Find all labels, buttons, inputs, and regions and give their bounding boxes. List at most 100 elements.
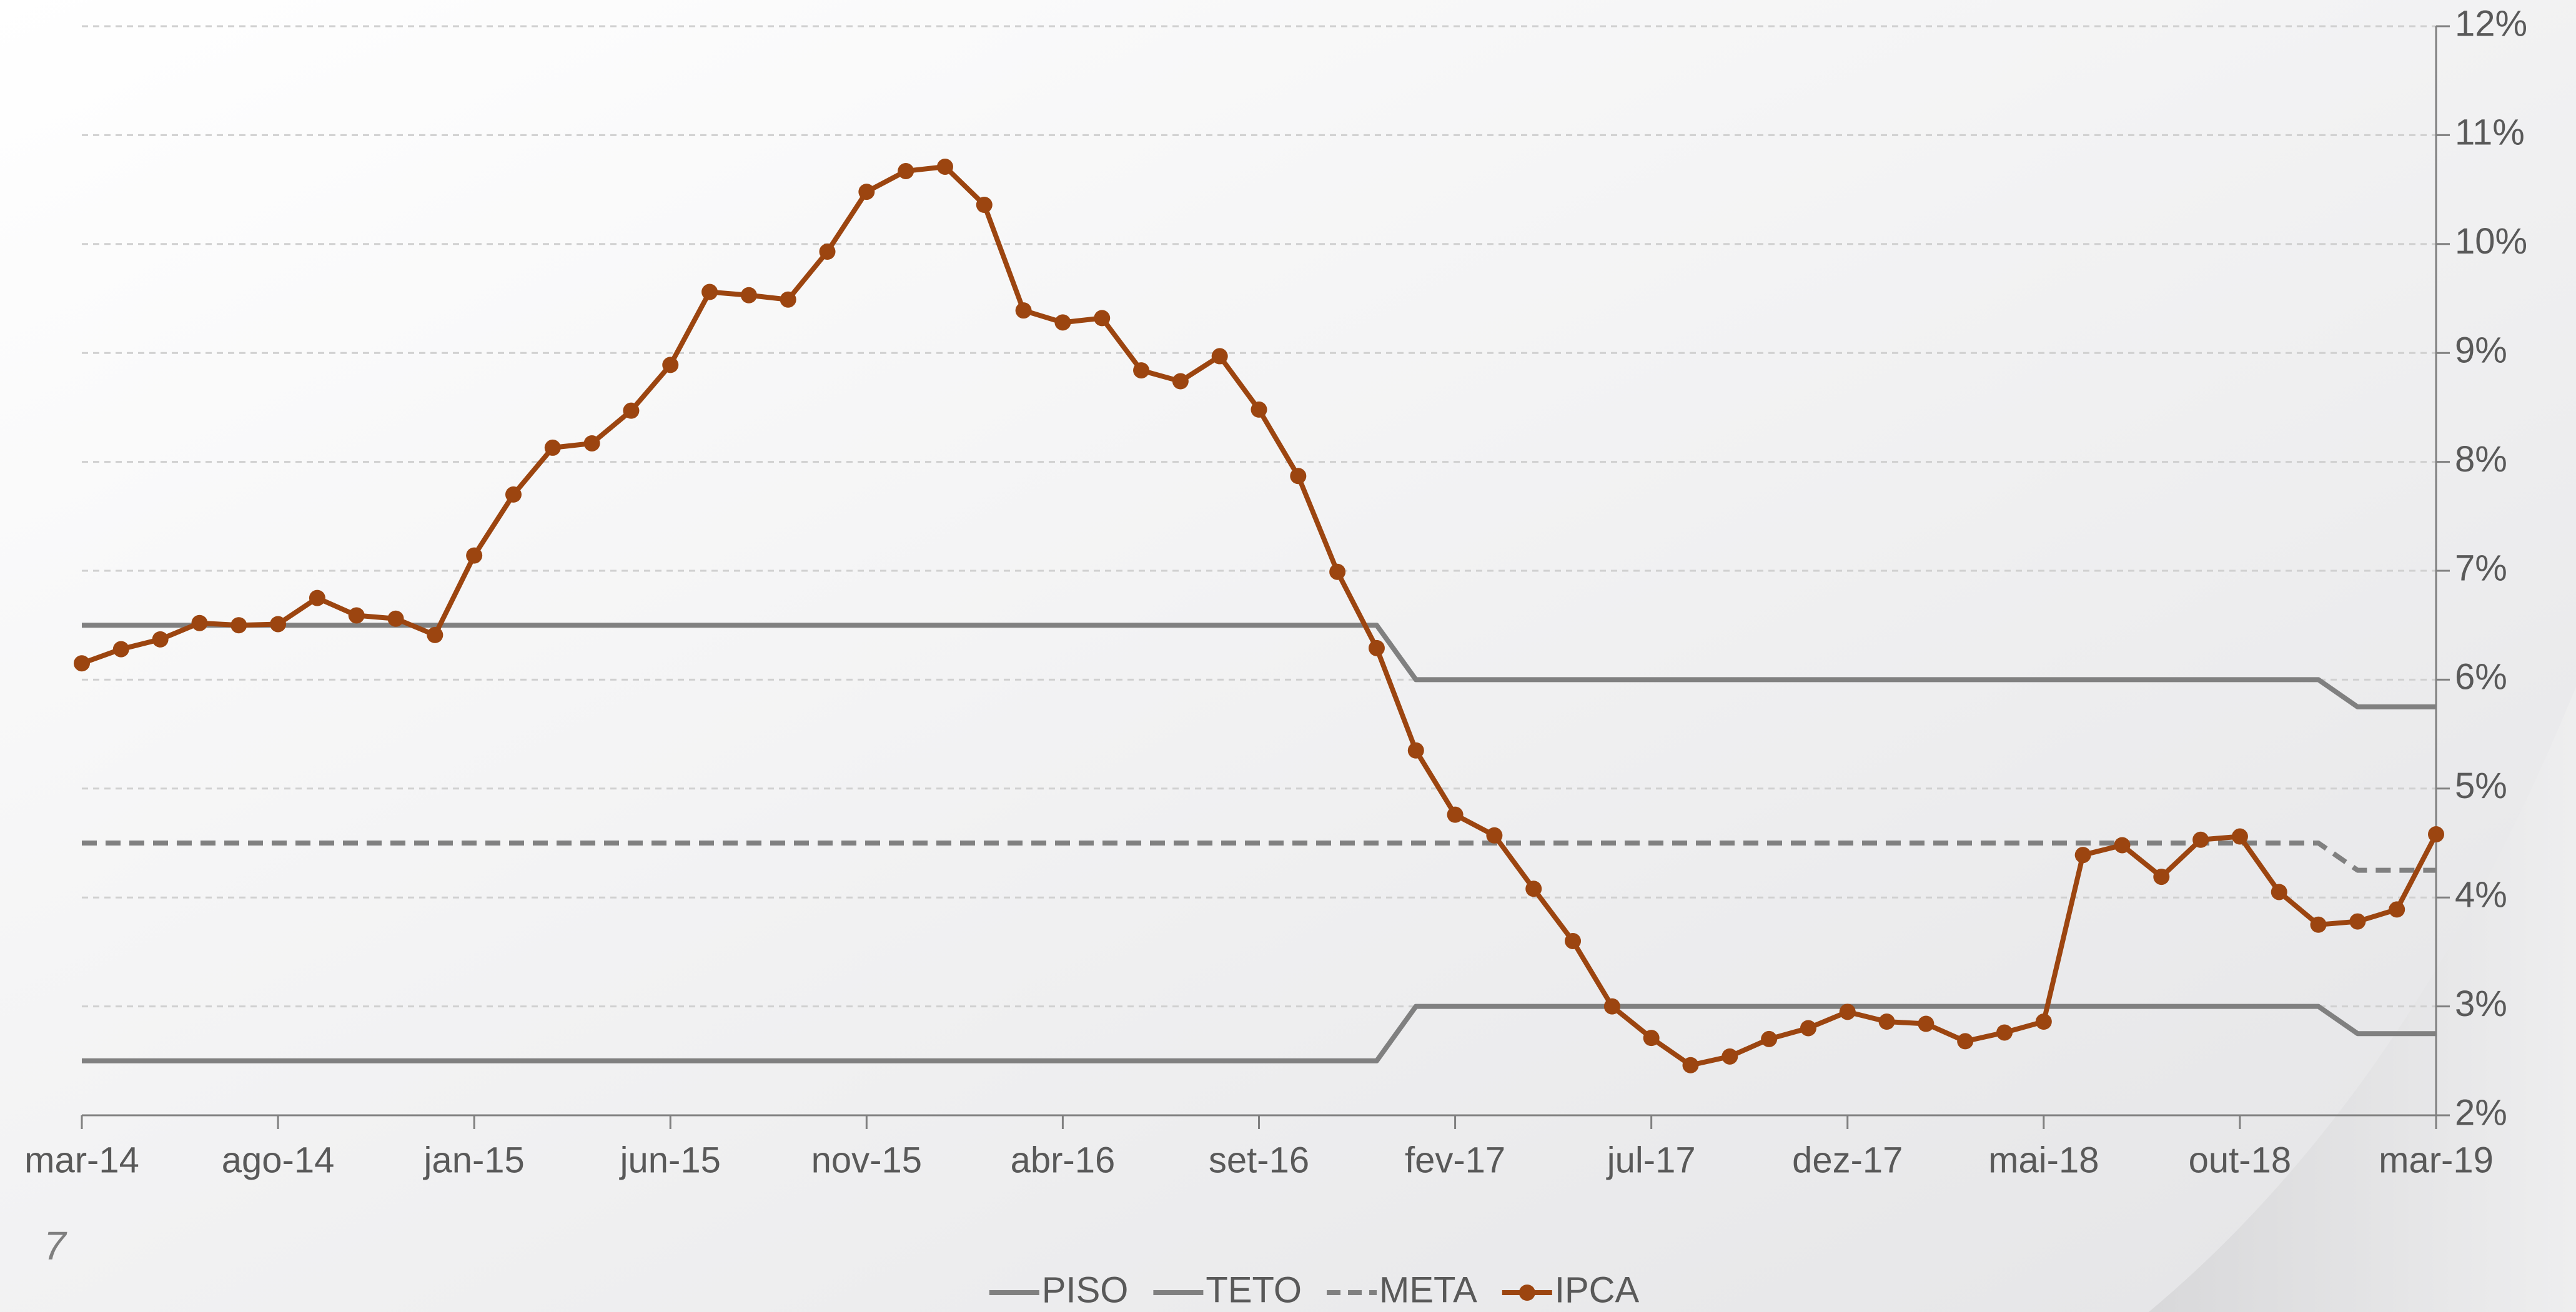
data-point xyxy=(898,162,914,179)
page-number: 7 xyxy=(44,1223,67,1268)
data-point xyxy=(1682,1057,1699,1073)
data-point xyxy=(1094,310,1111,327)
data-point xyxy=(1643,1030,1660,1047)
x-tick-label: out-18 xyxy=(2189,1140,2291,1180)
y-tick-label: 11% xyxy=(2455,112,2525,153)
x-tick-label: mai-18 xyxy=(1988,1140,2099,1180)
data-point xyxy=(1290,468,1307,485)
data-point xyxy=(1015,302,1032,319)
data-point xyxy=(1839,1004,1856,1020)
y-tick-label: 3% xyxy=(2455,984,2507,1024)
data-point xyxy=(2349,913,2366,930)
legend-label: PISO xyxy=(1042,1270,1129,1310)
data-point xyxy=(780,291,796,308)
data-point xyxy=(1525,880,1542,897)
x-tick-label: dez-17 xyxy=(1792,1140,1903,1180)
data-point xyxy=(1368,639,1385,656)
data-point xyxy=(1878,1014,1895,1030)
data-point xyxy=(2428,826,2444,843)
data-point xyxy=(1565,932,1582,949)
data-point xyxy=(1133,362,1150,379)
data-point xyxy=(544,439,561,456)
x-tick-label: jan-15 xyxy=(423,1140,525,1180)
legend-label: TETO xyxy=(1206,1270,1302,1310)
legend-marker xyxy=(1518,1285,1535,1301)
x-tick-label: ago-14 xyxy=(222,1140,335,1180)
x-tick-label: jul-17 xyxy=(1606,1140,1696,1180)
x-tick-label: abr-16 xyxy=(1011,1140,1116,1180)
x-tick-label: set-16 xyxy=(1209,1140,1309,1180)
data-point xyxy=(1918,1015,1934,1032)
data-point xyxy=(2153,869,2170,885)
data-point xyxy=(2389,901,2405,918)
data-point xyxy=(819,244,836,260)
data-point xyxy=(1054,314,1071,331)
data-point xyxy=(270,616,287,633)
legend-label: IPCA xyxy=(1555,1270,1640,1310)
data-point xyxy=(2310,916,2327,933)
data-point xyxy=(583,435,600,451)
legend: PISO TETO META IPCA xyxy=(989,1270,1640,1310)
data-point xyxy=(348,607,365,624)
data-point xyxy=(662,357,679,373)
data-point xyxy=(1996,1024,2013,1041)
x-tick-label: mar-19 xyxy=(2379,1140,2494,1180)
data-point xyxy=(1957,1033,1974,1050)
data-point xyxy=(1211,348,1228,365)
data-point xyxy=(191,614,208,631)
x-tick-label: nov-15 xyxy=(811,1140,922,1180)
legend-label: META xyxy=(1379,1270,1477,1310)
data-point xyxy=(976,197,993,214)
y-tick-label: 12% xyxy=(2455,3,2527,44)
data-point xyxy=(387,610,404,627)
y-tick-label: 5% xyxy=(2455,766,2507,806)
data-point xyxy=(701,284,718,300)
y-tick-label: 7% xyxy=(2455,548,2507,588)
data-point xyxy=(2035,1014,2052,1030)
data-point xyxy=(1407,742,1424,759)
data-point xyxy=(1329,563,1346,580)
data-point xyxy=(74,655,90,672)
data-point xyxy=(1172,373,1189,390)
series-line xyxy=(82,623,2436,709)
data-point xyxy=(2114,837,2131,854)
data-point xyxy=(1603,998,1620,1015)
data-point xyxy=(1486,827,1503,844)
data-point xyxy=(505,486,522,503)
data-point xyxy=(858,184,875,200)
data-point xyxy=(740,287,757,303)
y-tick-label: 6% xyxy=(2455,657,2507,698)
data-point xyxy=(230,617,247,634)
data-point xyxy=(623,402,640,419)
decor-swoosh xyxy=(2149,687,2576,1312)
data-point xyxy=(2074,847,2091,864)
x-tick-label: mar-14 xyxy=(24,1140,139,1180)
series-line xyxy=(82,841,2436,873)
y-tick-label: 8% xyxy=(2455,439,2507,480)
data-point xyxy=(1447,806,1464,823)
y-tick-label: 9% xyxy=(2455,330,2507,371)
data-point xyxy=(1800,1020,1816,1037)
y-tick-label: 10% xyxy=(2455,221,2527,262)
data-point xyxy=(466,547,483,564)
data-point xyxy=(1721,1048,1738,1065)
plot: 2% 3% 4% 5% 6% 7% 8% 9% 10% 11% 12% mar-14 ago-14 jan… xyxy=(24,3,2527,1180)
data-point xyxy=(936,158,953,175)
data-point xyxy=(2231,828,2248,845)
data-point xyxy=(427,626,443,643)
data-point xyxy=(112,641,129,658)
x-tick-label: fev-17 xyxy=(1405,1140,1505,1180)
y-tick-label: 2% xyxy=(2455,1092,2507,1133)
y-tick-label: 4% xyxy=(2455,875,2507,915)
data-point xyxy=(2192,831,2209,848)
data-point xyxy=(2271,884,2287,900)
data-point xyxy=(152,631,169,648)
x-tick-label: jun-15 xyxy=(619,1140,721,1180)
data-point xyxy=(1251,401,1267,418)
data-point xyxy=(309,589,325,606)
data-point xyxy=(1761,1030,1778,1047)
series-line xyxy=(82,1004,2436,1063)
